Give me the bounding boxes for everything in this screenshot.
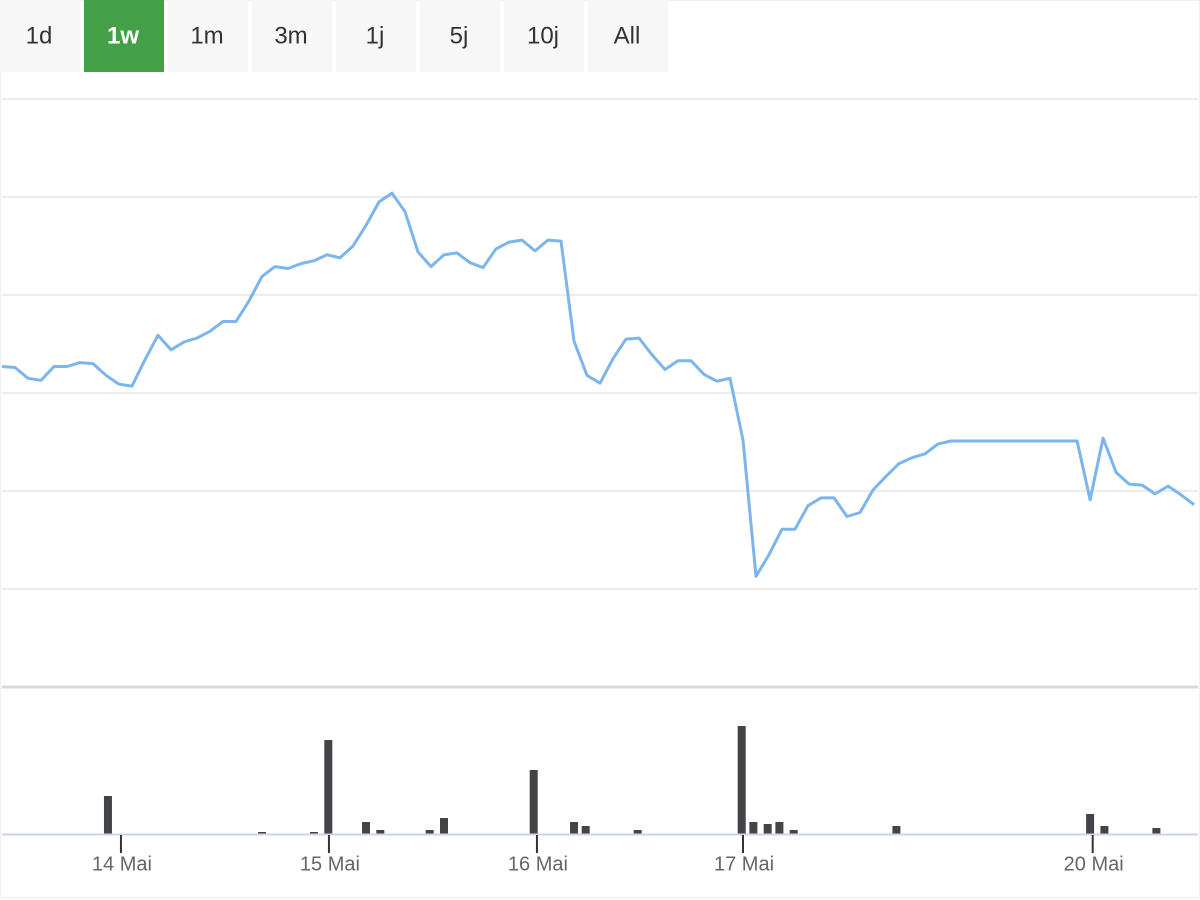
volume-bar <box>789 830 798 834</box>
volume-bar <box>581 826 590 834</box>
volume-bar <box>529 770 538 834</box>
volume-bar <box>1100 826 1109 834</box>
x-tick-label: 20 Mai <box>1064 853 1124 875</box>
volume-bar <box>310 832 318 834</box>
range-button[interactable] <box>168 0 248 72</box>
volume-bar <box>362 822 370 834</box>
volume-bar <box>258 832 266 834</box>
range-button[interactable] <box>84 0 164 72</box>
volume-bar <box>425 830 434 834</box>
volume-bar <box>775 822 784 834</box>
range-button-label[interactable]: 1j <box>366 22 385 49</box>
range-button[interactable] <box>588 0 668 72</box>
x-tick-label: 14 Mai <box>92 853 152 875</box>
price-line <box>1 191 1196 578</box>
volume-bar <box>440 818 448 834</box>
x-tick-label: 16 Mai <box>508 853 568 875</box>
x-tick-label: 15 Mai <box>300 853 360 875</box>
range-button-label[interactable]: 1w <box>107 22 139 49</box>
range-button-label[interactable]: 3m <box>274 22 307 49</box>
volume-bar <box>633 830 642 834</box>
volume-bar <box>749 822 758 834</box>
volume-bar <box>570 822 578 834</box>
volume-bar <box>376 830 385 834</box>
range-button-label[interactable]: 5j <box>450 22 469 49</box>
range-button[interactable] <box>252 0 332 72</box>
range-button-label[interactable]: 10j <box>527 22 559 49</box>
range-button[interactable] <box>420 0 500 72</box>
range-button[interactable] <box>336 0 416 72</box>
volume-bar <box>737 726 746 834</box>
range-button-label[interactable]: 1m <box>190 22 223 49</box>
volume-bar <box>103 796 112 834</box>
range-button-label[interactable]: All <box>614 22 641 49</box>
volume-bar <box>324 740 333 834</box>
volume-bar <box>1086 814 1095 834</box>
range-button[interactable] <box>504 0 584 72</box>
volume-bar <box>763 824 772 834</box>
range-button-label[interactable]: 1d <box>26 22 53 49</box>
x-tick-label: 17 Mai <box>714 853 774 875</box>
range-button[interactable] <box>0 0 80 72</box>
volume-bar <box>1152 828 1161 834</box>
volume-bar <box>892 826 901 834</box>
